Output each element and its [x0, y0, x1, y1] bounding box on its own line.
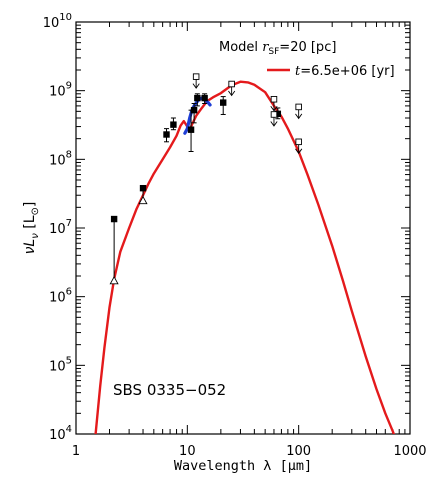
- y-axis-label: νLν [L⊙]: [22, 202, 41, 255]
- model-photometry-triangle: [109, 275, 119, 285]
- upper-limit-arrow-head: [295, 113, 303, 120]
- y-tick-base: 10: [49, 428, 66, 443]
- y-tick-base: 10: [49, 359, 66, 374]
- y-tick-base: 10: [49, 222, 66, 237]
- upper-limit-markers: [192, 73, 303, 155]
- plot-frame: [75, 21, 411, 435]
- x-tick-labels: 1 10 100 1000: [72, 444, 427, 459]
- legend-t-label: t=6.5e+06 [yr]: [295, 64, 395, 79]
- y-tick-exponent: 9: [66, 81, 72, 92]
- x-axis-label: Wavelength λ [μm]: [174, 458, 312, 474]
- x-tick-label: 1: [72, 444, 80, 459]
- y-tick-exponent: 4: [66, 424, 72, 435]
- y-tick-exponent: 6: [66, 287, 72, 298]
- y-tick-base: 10: [49, 153, 66, 168]
- y-tick-base: 10: [43, 16, 60, 31]
- upper-limit-arrow-head: [228, 90, 236, 97]
- y-tick-exponent: 7: [66, 218, 72, 229]
- upper-limit-marker: [295, 138, 302, 146]
- x-tick-label: 10: [179, 444, 196, 459]
- detection-marker: [274, 110, 282, 118]
- y-tick-label: 109: [49, 81, 72, 100]
- upper-limit-marker: [270, 111, 278, 118]
- upper-limit-marker: [192, 73, 200, 80]
- y-tick-exponent: 5: [66, 355, 72, 366]
- axis-ticks: [75, 21, 411, 435]
- y-tick-label: 108: [49, 149, 72, 168]
- model-photometry-markers: [109, 195, 148, 285]
- y-tick-label: 104: [49, 424, 72, 443]
- y-tick-base: 10: [49, 85, 66, 100]
- detection-marker: [170, 121, 177, 128]
- y-tick-exponent: 10: [59, 12, 72, 23]
- detection-marker: [220, 99, 227, 106]
- y-tick-label: 107: [49, 218, 72, 237]
- legend-model-line: Model rSF=20 [pc]: [219, 40, 336, 57]
- detection-marker: [194, 94, 201, 102]
- x-tick-label: 1000: [393, 444, 426, 459]
- upper-limit-arrow-head: [270, 105, 278, 112]
- detection-marker: [201, 94, 208, 102]
- upper-limit-arrow-head: [192, 83, 200, 89]
- y-tick-base: 10: [49, 291, 66, 306]
- upper-limit-marker: [270, 95, 278, 103]
- x-tick-label: 100: [286, 444, 311, 459]
- detection-marker: [190, 106, 198, 114]
- legend: Model rSF=20 [pc] t=6.5e+06 [yr]: [219, 40, 395, 79]
- object-name: SBS 0335−052: [113, 381, 226, 399]
- upper-limit-marker: [228, 80, 235, 88]
- model-sed-curve: [94, 80, 396, 434]
- model-photometry-triangle: [138, 195, 148, 205]
- plot-area: [94, 73, 396, 434]
- detection-marker: [187, 126, 195, 133]
- detection-marker: [163, 131, 170, 138]
- y-tick-label: 105: [49, 355, 72, 374]
- y-tick-label: 1010: [43, 12, 72, 31]
- upper-limit-arrow-head: [295, 148, 303, 155]
- upper-limit-marker: [295, 103, 302, 111]
- y-tick-label: 106: [49, 287, 72, 306]
- upper-limit-arrow-head: [270, 121, 278, 127]
- y-tick-exponent: 8: [66, 149, 72, 160]
- detection-marker: [139, 184, 147, 192]
- detection-points: [110, 93, 282, 281]
- detection-marker: [110, 215, 118, 223]
